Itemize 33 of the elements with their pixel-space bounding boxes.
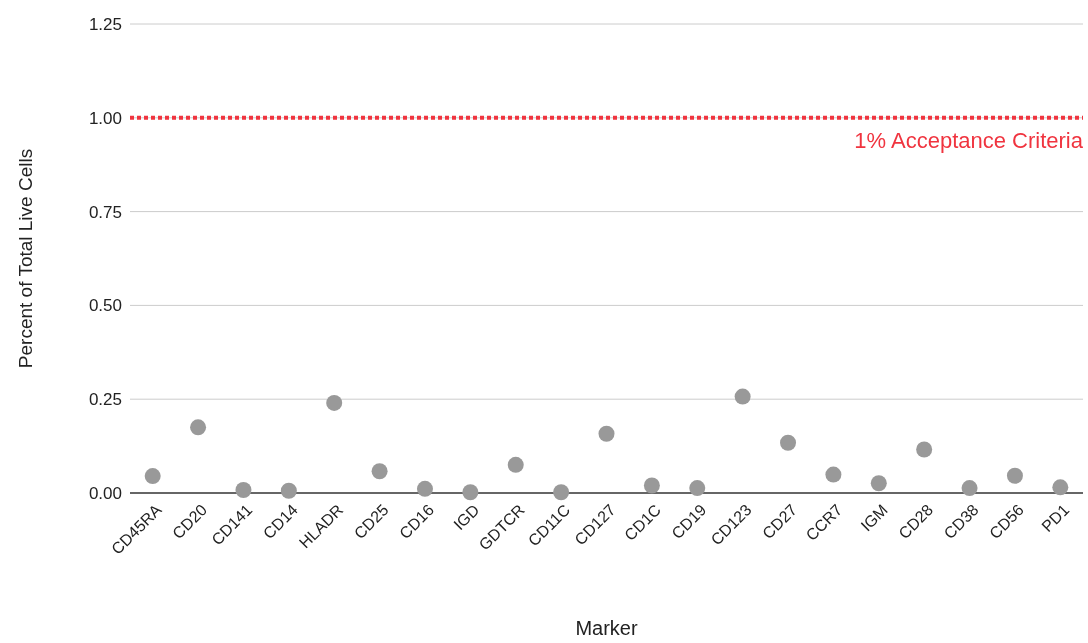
y-axis-title: Percent of Total Live Cells	[15, 148, 36, 369]
ref-line-label: 1% Acceptance Criteria	[854, 127, 1084, 153]
point	[462, 484, 479, 501]
x-axis-title: Marker	[575, 617, 638, 639]
point	[416, 480, 433, 497]
point	[961, 480, 978, 497]
y-tick-label: 1.25	[88, 14, 122, 34]
point	[190, 419, 207, 436]
point	[870, 475, 887, 492]
point	[643, 477, 660, 494]
point	[507, 456, 524, 473]
point	[825, 466, 842, 483]
x-tick-label: PD1	[1038, 500, 1073, 536]
y-tick-label: 0.50	[88, 296, 122, 316]
point	[235, 482, 252, 498]
point	[553, 484, 570, 501]
point	[371, 463, 388, 480]
point	[598, 425, 615, 442]
point	[689, 480, 706, 497]
y-tick-label: 0.25	[88, 390, 122, 410]
point	[734, 388, 751, 405]
point	[280, 482, 297, 499]
y-tick-label: 1.00	[88, 108, 122, 128]
y-tick-label: 0.00	[88, 483, 122, 503]
point	[1006, 467, 1023, 484]
x-tick-label: IGD	[450, 501, 483, 534]
point	[1052, 479, 1069, 496]
point	[144, 468, 161, 485]
point	[780, 434, 797, 451]
y-tick-label: 0.75	[88, 202, 122, 222]
point	[326, 394, 343, 411]
point	[916, 441, 933, 458]
x-tick-label: IGM	[857, 501, 891, 535]
